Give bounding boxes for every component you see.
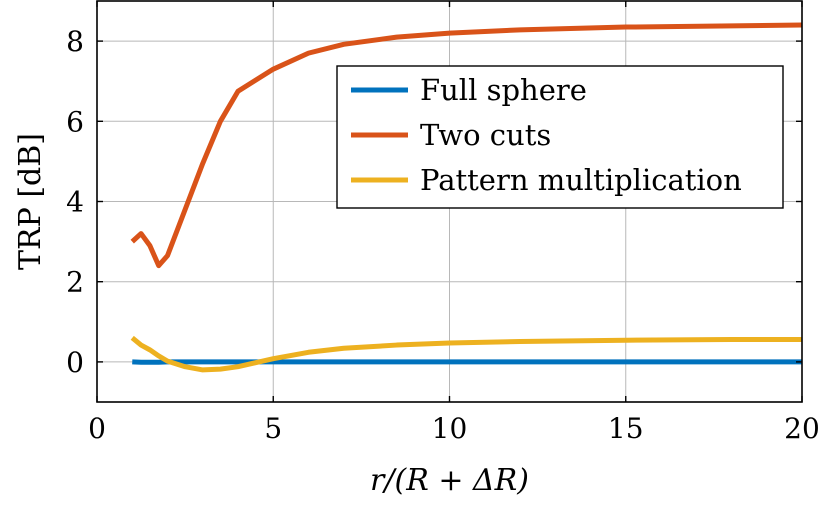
legend-item-two-cuts: Two cuts — [351, 118, 551, 152]
legend-item-full-sphere: Full sphere — [351, 73, 587, 107]
legend-label-full-sphere: Full sphere — [420, 73, 587, 107]
y-tick-label-3: 6 — [66, 105, 84, 138]
x-tick-labels: 0 5 10 15 20 — [88, 412, 820, 445]
y-tick-label-2: 4 — [66, 186, 84, 219]
legend-box — [336, 65, 784, 209]
legend-items: Full sphere Two cuts Pattern multiplicatio… — [351, 73, 742, 197]
y-tick-label-4: 8 — [66, 25, 84, 58]
x-tick-label-2: 10 — [432, 412, 468, 445]
y-tick-label-1: 2 — [66, 266, 84, 299]
y-axis-label: TRP [dB] — [13, 133, 48, 270]
series-line-pattern-multiplication — [130, 335, 802, 373]
series-lines — [130, 22, 802, 373]
legend-label-pattern-multiplication: Pattern multiplication — [420, 163, 742, 197]
legend-item-pattern-multiplication: Pattern multiplication — [351, 163, 742, 197]
x-tick-label-4: 20 — [784, 412, 820, 445]
y-tick-label-0: 0 — [66, 346, 84, 379]
legend: Full sphere Two cuts Pattern multiplicatio… — [336, 65, 784, 209]
y-tick-labels: 0 2 4 6 8 — [66, 25, 84, 379]
x-tick-label-3: 15 — [608, 412, 644, 445]
x-axis-label: r/(R + ΔR) — [370, 463, 529, 498]
legend-label-two-cuts: Two cuts — [420, 118, 551, 152]
x-tick-label-0: 0 — [88, 412, 106, 445]
x-tick-label-1: 5 — [264, 412, 282, 445]
series-line-two-cuts — [130, 22, 802, 269]
tick-marks — [96, 1, 803, 402]
